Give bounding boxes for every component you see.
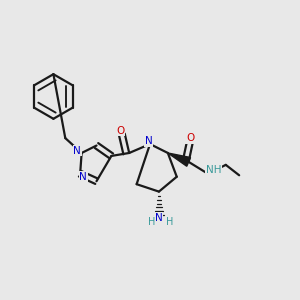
Text: O: O: [186, 133, 194, 143]
Polygon shape: [168, 153, 190, 166]
Text: NH: NH: [206, 165, 221, 175]
Text: N: N: [155, 213, 163, 223]
Text: N: N: [79, 172, 87, 182]
Text: O: O: [116, 126, 124, 136]
Text: H: H: [148, 217, 155, 227]
Text: N: N: [73, 146, 81, 156]
Text: N: N: [145, 136, 152, 146]
Text: H: H: [166, 217, 173, 227]
